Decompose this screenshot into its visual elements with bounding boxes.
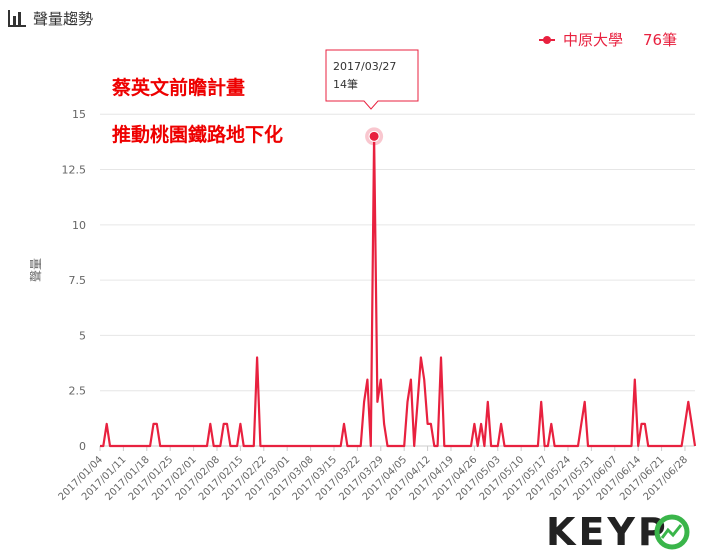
annotation-line-2: 推動桃園鐵路地下化 (112, 123, 283, 146)
hover-point[interactable] (368, 130, 380, 142)
y-tick-label: 5 (79, 329, 86, 342)
y-axis-ticks: 0 2.5 5 7.5 10 12.5 15 (62, 108, 87, 453)
series-line-中原大學[interactable] (100, 135, 697, 448)
page-title: 聲量趨勢 (33, 10, 93, 28)
annotation-line-1: 蔡英文前瞻計畫 (112, 76, 245, 99)
x-axis-ticks: 2017/01/042017/01/112017/01/182017/01/25… (57, 446, 690, 503)
y-tick-label: 0 (79, 440, 86, 453)
y-tick-label: 12.5 (62, 164, 87, 177)
brand-logo: KEYP (546, 510, 690, 554)
brand-text: KEYP (546, 510, 669, 554)
chart-header: 聲量趨勢 (8, 10, 93, 28)
y-tick-label: 7.5 (69, 274, 87, 287)
tooltip-value: 14筆 (333, 77, 358, 91)
y-tick-label: 2.5 (69, 385, 87, 398)
tooltip-date: 2017/03/27 (333, 60, 396, 73)
annotation: 蔡英文前瞻計畫 推動桃園鐵路地下化 (112, 76, 283, 146)
grid-lines (100, 113, 695, 447)
legend-dot-marker (543, 36, 551, 44)
legend-series-name: 中原大學 (563, 31, 623, 49)
y-axis-label: 聲量 (28, 258, 43, 282)
y-tick-label: 15 (72, 108, 86, 121)
legend-total: 76筆 (643, 31, 677, 49)
tooltip: 2017/03/27 14筆 (325, 49, 419, 110)
brand-o-logo-icon (654, 514, 690, 550)
y-tick-label: 10 (72, 219, 86, 232)
series-layer (100, 127, 697, 448)
bar-chart-icon (8, 10, 26, 27)
legend[interactable]: 中原大學 76筆 (539, 31, 677, 49)
tooltip-box (325, 49, 419, 110)
